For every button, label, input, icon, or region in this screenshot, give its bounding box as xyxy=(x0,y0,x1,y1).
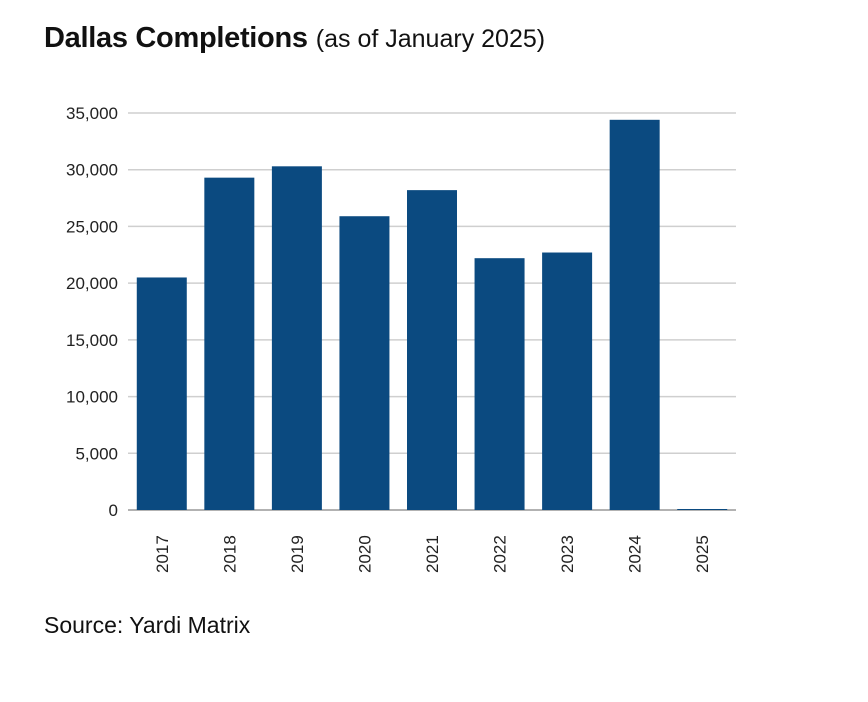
bar-2018 xyxy=(204,177,255,510)
chart-title: Dallas Completions (as of January 2025) xyxy=(44,22,545,55)
y-tick-label: 20,000 xyxy=(66,274,118,293)
x-tick-label: 2022 xyxy=(491,535,510,573)
chart-title-subtitle: (as of January 2025) xyxy=(315,25,546,53)
y-tick-label: 15,000 xyxy=(66,331,118,350)
chart-title-main: Dallas Completions xyxy=(44,22,308,54)
bar-2017 xyxy=(136,277,187,510)
y-tick-label: 5,000 xyxy=(75,444,118,463)
bars xyxy=(136,119,728,511)
y-tick-label: 30,000 xyxy=(66,161,118,180)
source-note: Source: Yardi Matrix xyxy=(44,612,251,638)
x-tick-label: 2020 xyxy=(355,535,374,573)
y-axis-ticks: 0 5,000 10,000 15,000 20,000 25,000 30,000 35,0… xyxy=(66,104,118,520)
x-tick-label: 2025 xyxy=(693,535,712,573)
bar-2024 xyxy=(609,119,660,510)
y-tick-label: 35,000 xyxy=(66,104,118,123)
x-tick-label: 2021 xyxy=(423,535,442,573)
bar-2023 xyxy=(542,252,593,510)
x-tick-label: 2024 xyxy=(626,535,645,573)
y-tick-label: 25,000 xyxy=(66,217,118,236)
x-axis-ticks: 2017 2018 2019 2020 2021 2022 2023 2024 2025 xyxy=(153,535,712,573)
x-tick-label: 2019 xyxy=(288,535,307,573)
bar-2022 xyxy=(474,258,525,510)
y-tick-label: 10,000 xyxy=(66,388,118,407)
x-tick-label: 2023 xyxy=(558,535,577,573)
x-tick-label: 2017 xyxy=(153,535,172,573)
bar-2021 xyxy=(407,190,457,511)
bar-2019 xyxy=(271,166,322,510)
bar-2020 xyxy=(339,216,390,510)
x-tick-label: 2018 xyxy=(220,535,239,573)
bar-2025 xyxy=(677,509,728,510)
y-tick-label: 0 xyxy=(109,501,118,520)
